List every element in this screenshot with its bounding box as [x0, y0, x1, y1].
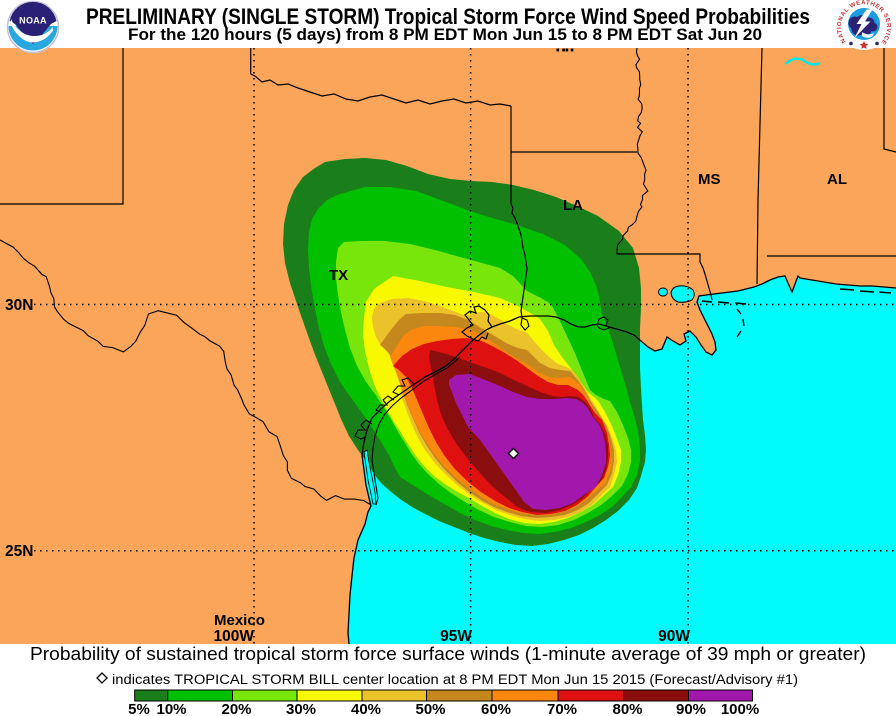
svg-text:20%: 20% — [221, 701, 251, 716]
svg-text:MS: MS — [698, 171, 721, 188]
svg-text:indicates TROPICAL STORM BILL: indicates TROPICAL STORM BILL center loc… — [112, 672, 798, 687]
svg-text:TX: TX — [329, 267, 348, 284]
svg-text:5%: 5% — [128, 701, 150, 716]
svg-text:NOAA: NOAA — [19, 16, 47, 26]
svg-text:95W: 95W — [440, 628, 472, 645]
svg-text:10%: 10% — [156, 701, 186, 716]
svg-text:AL: AL — [827, 171, 847, 188]
svg-text:100W: 100W — [214, 628, 255, 645]
svg-text:90%: 90% — [676, 701, 706, 716]
svg-text:30%: 30% — [286, 701, 316, 716]
svg-text:60%: 60% — [481, 701, 511, 716]
svg-text:30N: 30N — [5, 297, 33, 314]
svg-text:100%: 100% — [721, 701, 759, 716]
svg-text:25N: 25N — [5, 543, 33, 560]
svg-text:90W: 90W — [658, 628, 690, 645]
svg-text:50%: 50% — [415, 701, 445, 716]
svg-text:Mexico: Mexico — [214, 612, 265, 629]
svg-text:Probability of sustained tropi: Probability of sustained tropical storm … — [30, 644, 866, 664]
svg-text:40%: 40% — [351, 701, 381, 716]
svg-text:70%: 70% — [547, 701, 577, 716]
svg-text:LA: LA — [563, 197, 583, 214]
svg-text:PRELIMINARY (SINGLE STORM) Tro: PRELIMINARY (SINGLE STORM) Tropical Stor… — [86, 4, 810, 29]
svg-text:80%: 80% — [612, 701, 642, 716]
svg-text:For the 120 hours (5 days) fro: For the 120 hours (5 days) from 8 PM EDT… — [128, 25, 762, 44]
